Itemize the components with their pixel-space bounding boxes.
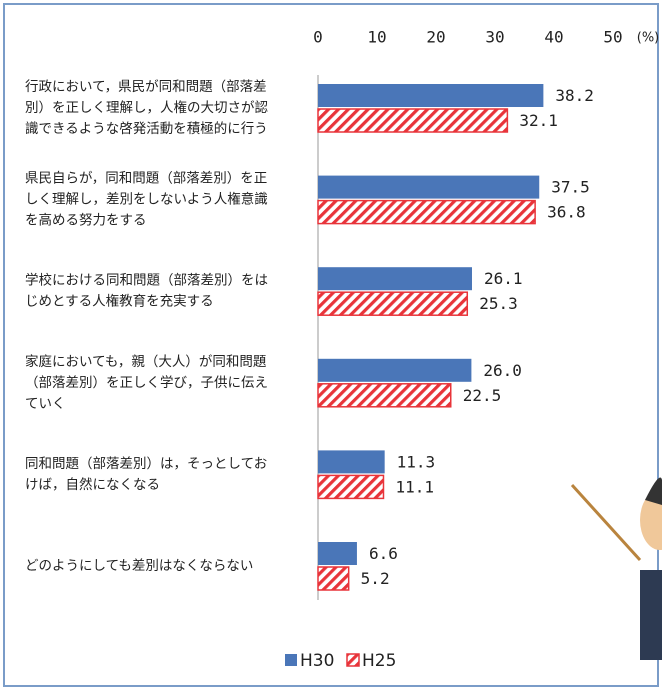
category-label: どのようにしても差別はなくならない bbox=[25, 558, 253, 574]
bar bbox=[317, 108, 509, 133]
category-label: （部落差別）を正しく学び，子供に伝え bbox=[25, 375, 268, 391]
value-label: 38.2 bbox=[555, 86, 594, 105]
category-label: 別）を正しく理解し，人権の大切さが認 bbox=[25, 99, 268, 116]
bar bbox=[317, 291, 469, 316]
category-label: 行政において，県民が同和問題（部落差 bbox=[25, 79, 267, 95]
x-tick-label: 10 bbox=[367, 28, 386, 47]
bar bbox=[317, 566, 350, 591]
category-label: しく理解し，差別をしないよう人権意識 bbox=[25, 191, 268, 208]
category-label: 学校における同和問題（部落差別）をは bbox=[25, 272, 268, 289]
legend-swatch bbox=[285, 654, 297, 666]
category-label: けば，自然になくなる bbox=[25, 476, 160, 493]
value-label: 11.1 bbox=[395, 477, 434, 496]
category-label: ていく bbox=[25, 396, 66, 412]
x-axis-unit: (%) bbox=[637, 31, 660, 46]
teacher-illustration bbox=[570, 477, 662, 660]
category-label: じめとする人権教育を充実する bbox=[25, 293, 214, 310]
value-label: 26.0 bbox=[483, 361, 522, 380]
bar bbox=[318, 267, 472, 291]
bar bbox=[318, 175, 540, 199]
x-tick-label: 50 bbox=[603, 28, 622, 47]
legend-swatch bbox=[346, 653, 360, 667]
bar bbox=[318, 450, 385, 474]
category-label: を高める努力をする bbox=[25, 212, 147, 229]
value-label: 26.1 bbox=[484, 269, 523, 288]
value-label: 37.5 bbox=[551, 178, 590, 197]
bar bbox=[317, 199, 536, 225]
x-tick-label: 20 bbox=[426, 28, 445, 47]
bar bbox=[317, 383, 452, 408]
category-label: 県民自らが，同和問題（部落差別）を正 bbox=[25, 171, 267, 187]
category-label: 家庭においても，親（大人）が同和問題 bbox=[25, 353, 267, 370]
value-label: 22.5 bbox=[463, 386, 502, 405]
value-label: 25.3 bbox=[479, 294, 518, 313]
x-tick-label: 40 bbox=[544, 28, 563, 47]
bar bbox=[318, 84, 544, 107]
x-tick-label: 30 bbox=[485, 28, 504, 47]
legend-label: H25 bbox=[362, 651, 396, 671]
value-label: 36.8 bbox=[547, 203, 586, 222]
bar bbox=[317, 474, 385, 500]
value-label: 32.1 bbox=[519, 111, 558, 130]
category-label: 識できるような啓発活動を積極的に行う bbox=[25, 121, 268, 137]
value-label: 5.2 bbox=[361, 569, 390, 588]
legend-label: H30 bbox=[300, 651, 334, 671]
x-tick-label: 0 bbox=[313, 28, 323, 47]
bar bbox=[318, 542, 357, 565]
category-label: 同和問題（部落差別）は，そっとしてお bbox=[25, 456, 267, 472]
value-label: 6.6 bbox=[369, 544, 398, 563]
bar bbox=[318, 358, 472, 382]
value-label: 11.3 bbox=[397, 452, 436, 471]
